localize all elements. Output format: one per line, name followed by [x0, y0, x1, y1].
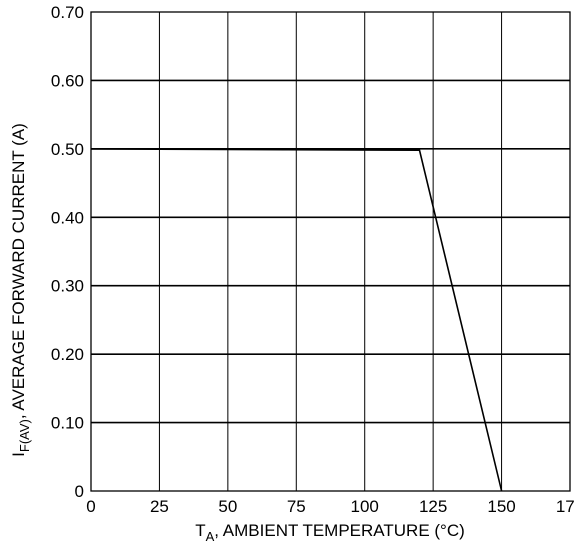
- x-tick-label: 75: [287, 497, 306, 516]
- x-axis-label-sub: A: [206, 529, 215, 544]
- y-tick-label: 0.20: [51, 345, 84, 364]
- y-tick-label: 0.30: [51, 277, 84, 296]
- y-tick-label: 0.70: [51, 3, 84, 22]
- y-tick-labels: 0 0.10 0.20 0.30 0.40 0.50 0.60 0.70: [51, 3, 84, 501]
- series-line: [90, 148, 503, 492]
- x-tick-label: 25: [150, 497, 169, 516]
- y-axis-label-rest: , AVERAGE FORWARD CURRENT (A): [9, 123, 28, 419]
- x-tick-label: 125: [419, 497, 447, 516]
- x-axis-label: TA, AMBIENT TEMPERATURE (°C): [195, 521, 465, 544]
- x-tick-label: 100: [351, 497, 379, 516]
- series-group: [90, 148, 503, 492]
- y-tick-label: 0.60: [51, 71, 84, 90]
- x-axis-label-main: T: [195, 521, 205, 540]
- y-axis-label: IF(AV), AVERAGE FORWARD CURRENT (A): [9, 123, 32, 457]
- x-tick-label: 150: [487, 497, 515, 516]
- x-tick-label: 50: [218, 497, 237, 516]
- y-tick-label: 0: [75, 482, 84, 501]
- y-axis-label-sub: F(AV): [17, 419, 32, 452]
- x-axis-label-rest: , AMBIENT TEMPERATURE (°C): [214, 521, 465, 540]
- x-tick-label: 175: [556, 497, 575, 516]
- plot-frame: [90, 11, 571, 492]
- x-tick-labels: 0 25 50 75 100 125 150 175: [86, 497, 575, 516]
- x-tick-label: 0: [86, 497, 95, 516]
- y-tick-label: 0.50: [51, 140, 84, 159]
- grid-lines: [91, 12, 570, 491]
- y-tick-label: 0.10: [51, 414, 84, 433]
- y-axis-label-main: I: [9, 452, 28, 457]
- y-tick-label: 0.40: [51, 208, 84, 227]
